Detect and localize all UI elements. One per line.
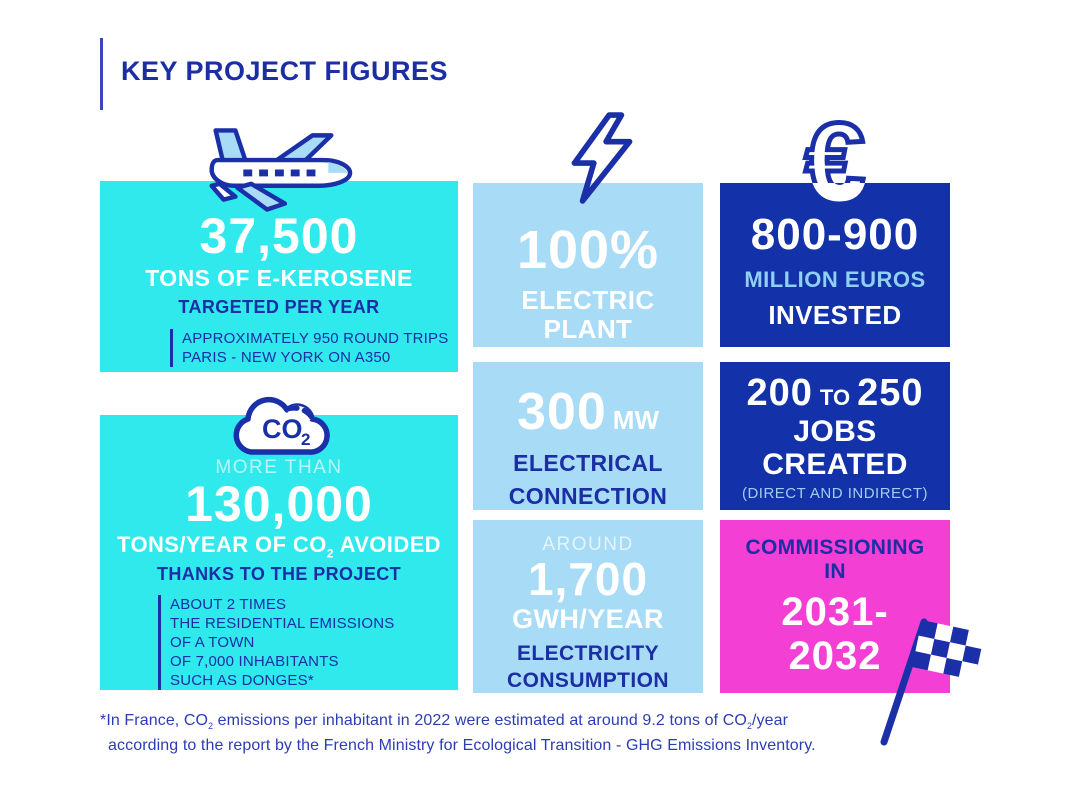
connection-value: 300 — [517, 383, 607, 441]
commissioning-label: COMMISSIONING IN — [745, 536, 925, 584]
ekerosene-note: APPROXIMATELY 950 ROUND TRIPS PARIS - NE… — [170, 329, 458, 367]
footnote-line1: *In France, CO2 emissions per inhabitant… — [100, 712, 789, 732]
tile-ekerosene: 37,500 TONS OF E-KEROSENE TARGETED PER Y… — [100, 181, 458, 372]
co2-subtitle: THANKS TO THE PROJECT — [156, 564, 402, 584]
tile-electric-plant: 100% ELECTRIC PLANT — [473, 183, 703, 347]
lightning-icon — [571, 112, 633, 204]
plant-label: ELECTRIC PLANT — [521, 285, 655, 344]
jobs-value-b: 250 — [857, 372, 924, 414]
co2-icon-label: CO — [262, 414, 303, 444]
commissioning-years: 2031- 2032 — [781, 590, 889, 679]
tile-invested: 800-900 MILLION EUROS INVESTED — [720, 183, 950, 347]
plant-value: 100% — [516, 220, 660, 280]
jobs-label: JOBS CREATED — [762, 414, 908, 482]
consumption-unit: GWH/YEAR — [512, 603, 664, 634]
ekerosene-value: 37,500 — [199, 208, 359, 264]
title-rule — [100, 38, 103, 110]
jobs-to: TO — [819, 385, 851, 410]
consumption-value: 1,700 — [527, 553, 649, 605]
co2-pre-label: MORE THAN — [215, 457, 343, 478]
co2-value: 130,000 — [185, 476, 373, 532]
footnote: *In France, CO2 emissions per inhabitant… — [100, 708, 1000, 758]
euro-symbol-bottom: € — [805, 100, 865, 220]
connection-label: ELECTRICAL CONNECTION — [508, 450, 668, 510]
checkered-flag-icon — [880, 618, 985, 746]
jobs-value-a: 200 — [746, 372, 813, 414]
connection-unit: MW — [612, 405, 659, 435]
footnote-line2: according to the report by the French Mi… — [108, 737, 816, 754]
consumption-pre-label: AROUND — [542, 534, 634, 555]
invested-label2: INVESTED — [768, 299, 902, 330]
consumption-label: ELECTRICITY CONSUMPTION — [507, 641, 669, 693]
co2-cloud-icon: CO 2 — [233, 396, 330, 455]
co2-icon-sub: 2 — [301, 430, 310, 449]
page-title: KEY PROJECT FIGURES — [121, 56, 449, 86]
tile-electricity-consumption: AROUND 1,700 GWH/YEAR ELECTRICITY CONSUMP… — [473, 520, 703, 693]
ekerosene-unit: TONS OF E-KEROSENE — [145, 265, 413, 291]
ekerosene-subtitle: TARGETED PER YEAR — [178, 297, 380, 317]
euro-symbol-top: € — [805, 100, 865, 220]
tile-co2-avoided: MORE THAN 130,000 TONS/YEAR OF CO2 AVOID… — [100, 415, 458, 690]
connection-value-row: 300 MW — [473, 383, 703, 441]
jobs-sub-label: (DIRECT AND INDIRECT) — [741, 484, 929, 502]
euro-icon: € € — [802, 98, 867, 220]
invested-value: 800-900 — [750, 210, 920, 259]
co2-unit: TONS/YEAR OF CO2 AVOIDED — [117, 532, 441, 561]
co2-note: ABOUT 2 TIMES THE RESIDENTIAL EMISSIONS … — [158, 595, 458, 690]
airplane-icon — [209, 128, 353, 212]
invested-label1: MILLION EUROS — [744, 266, 926, 292]
tile-electrical-connection: 300 MW ELECTRICAL CONNECTION — [473, 362, 703, 510]
jobs-value-row: 200 TO 250 — [720, 374, 950, 413]
tile-jobs-created: 200 TO 250 JOBS CREATED (DIRECT AND INDIREC… — [720, 362, 950, 510]
